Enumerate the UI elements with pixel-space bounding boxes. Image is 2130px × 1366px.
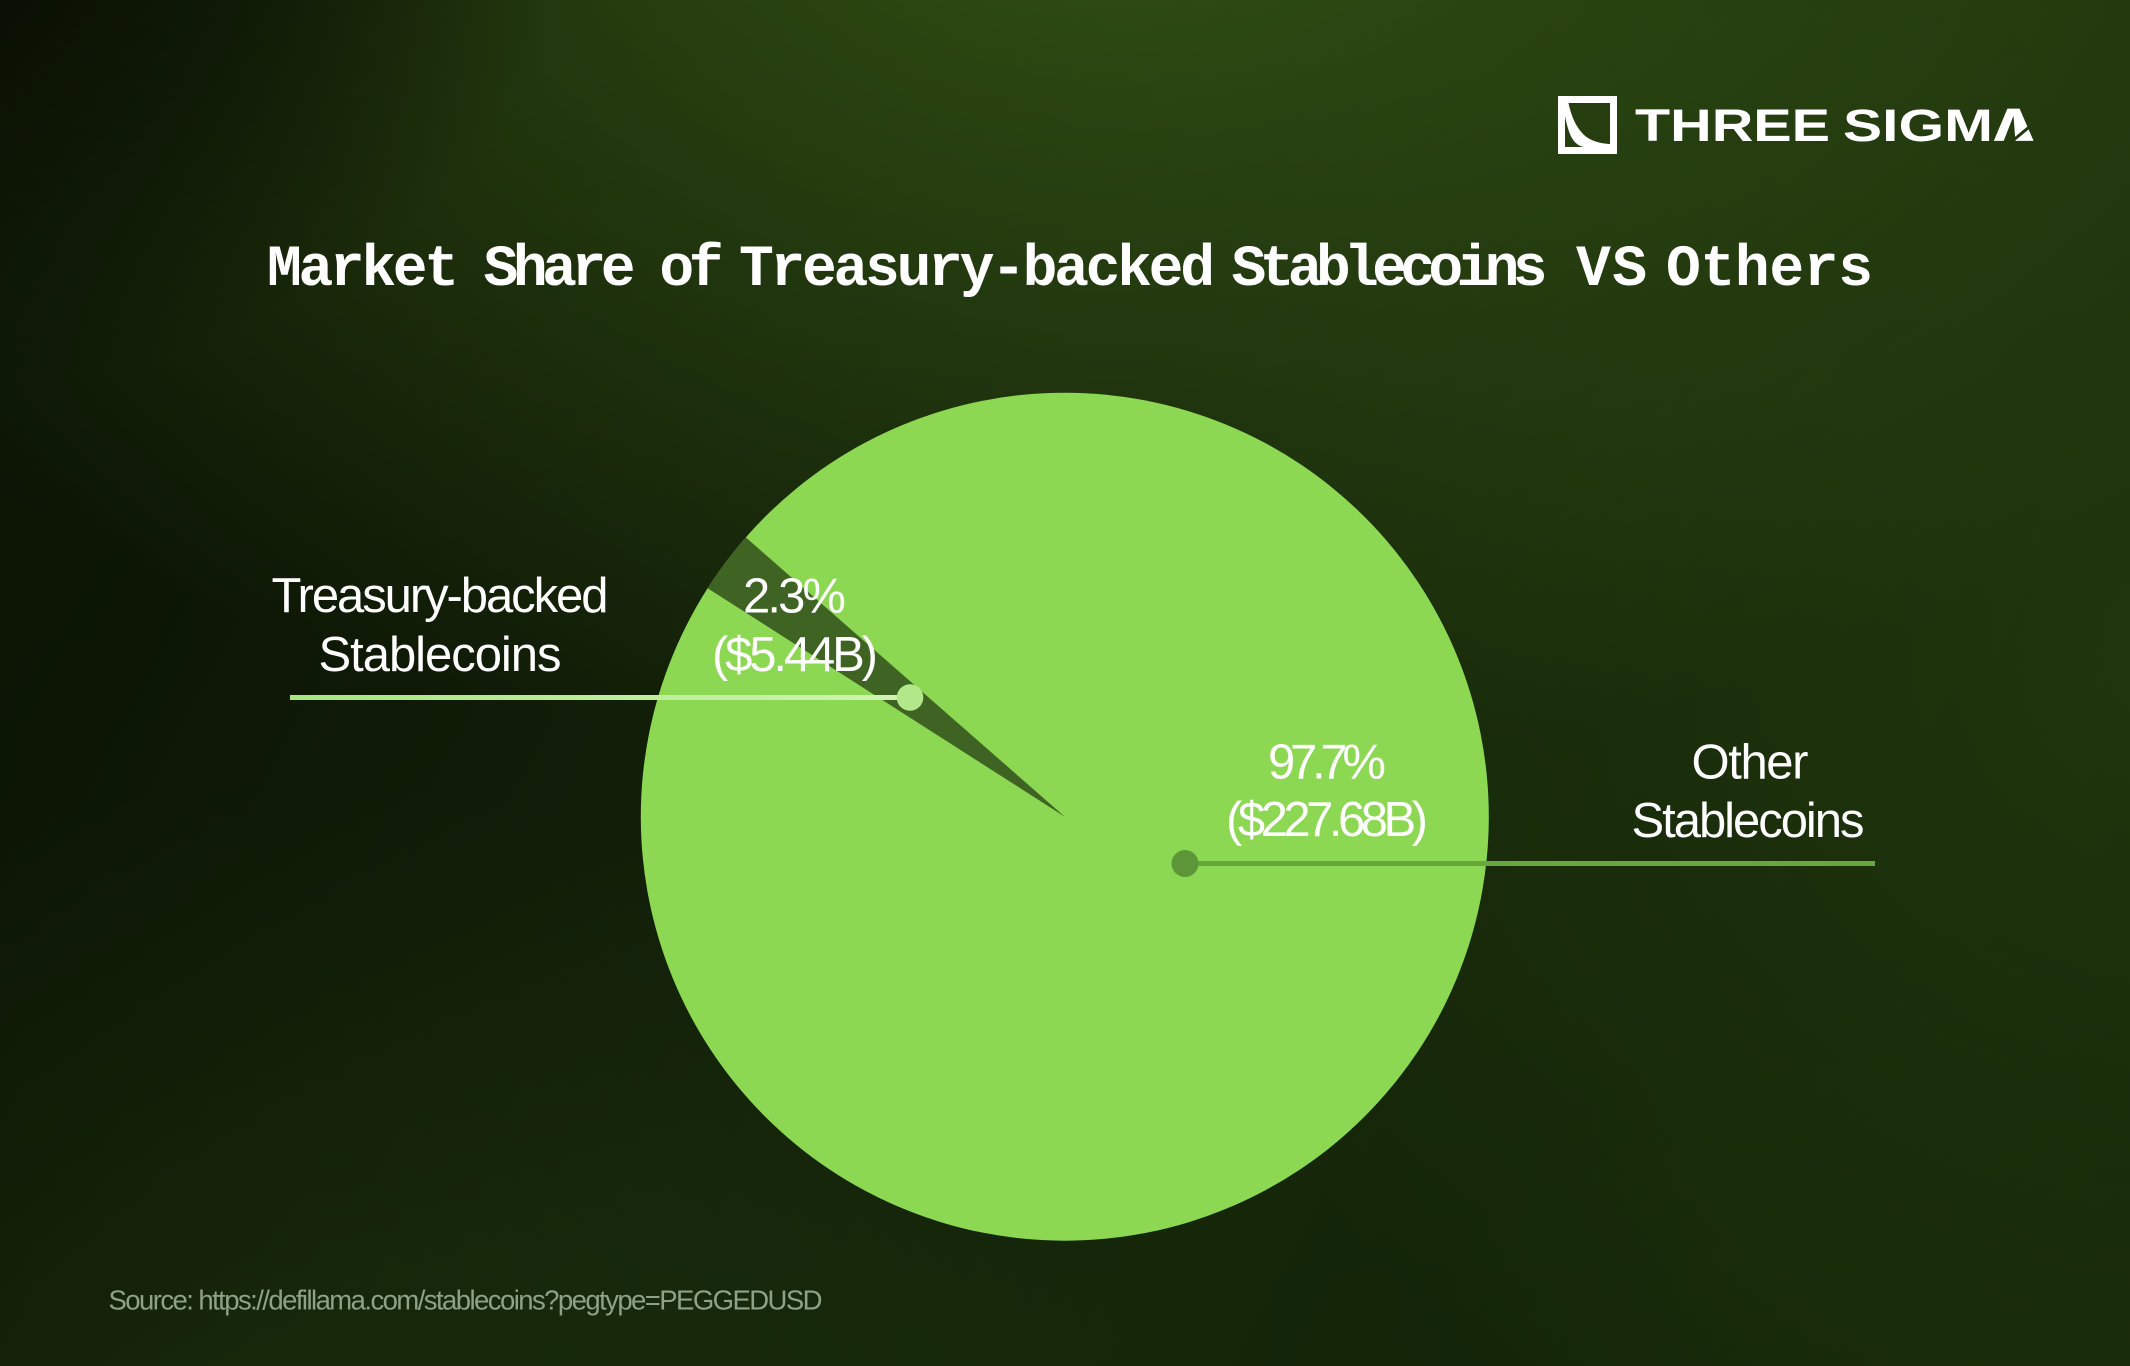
svg-text:Market: Market <box>267 238 459 303</box>
svg-text:Other: Other <box>1692 735 1809 789</box>
svg-text:97.7%: 97.7% <box>1268 736 1386 790</box>
svg-text:($5.44B): ($5.44B) <box>712 628 878 682</box>
svg-text:($227.68B): ($227.68B) <box>1226 793 1428 847</box>
svg-text:Stablecoins: Stablecoins <box>319 628 562 682</box>
svg-text:2.3%: 2.3% <box>743 570 846 624</box>
svg-text:SIGM: SIGM <box>1843 100 1993 151</box>
svg-text:VS: VS <box>1576 238 1647 303</box>
svg-text:Others: Others <box>1666 238 1873 303</box>
svg-text:Share of: Share of <box>484 238 724 303</box>
svg-text:Stablecoins: Stablecoins <box>1632 794 1865 848</box>
svg-text:Source: https://defillama.com/: Source: https://defillama.com/stablecoin… <box>109 1285 823 1316</box>
svg-text:THREE: THREE <box>1635 100 1830 151</box>
svg-text:Stablecoins: Stablecoins <box>1232 238 1548 303</box>
svg-text:Treasury-backed: Treasury-backed <box>739 238 1215 303</box>
svg-text:Treasury-backed: Treasury-backed <box>272 569 609 623</box>
